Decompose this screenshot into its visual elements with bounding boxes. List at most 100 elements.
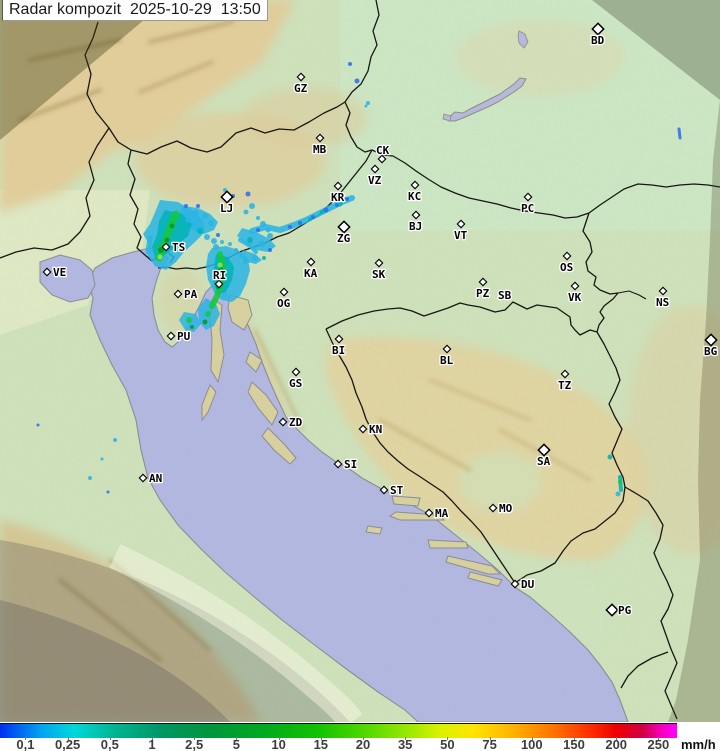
city-marker-PC xyxy=(523,192,533,202)
radar-echo xyxy=(211,238,217,244)
radar-echo xyxy=(262,256,266,260)
city-marker-TZ xyxy=(560,369,570,379)
legend-tickmark xyxy=(25,737,27,740)
city-marker-ZD xyxy=(278,417,288,427)
terrain-texture xyxy=(0,0,720,722)
radar-echo xyxy=(256,216,260,220)
radar-echo xyxy=(677,127,682,140)
city-marker-MB xyxy=(315,133,325,143)
city-marker-BD xyxy=(591,22,605,36)
legend-tickmark xyxy=(152,737,153,740)
city-label-VK: VK xyxy=(568,291,582,304)
radar-echo xyxy=(366,101,370,105)
radar-echo xyxy=(113,438,117,442)
radar-map-canvas: LJ ZG BD BG SA PG VE TS RI PA PU AN GZ MB CK VZ KC PC BJ VT… xyxy=(0,0,720,722)
radar-echo xyxy=(220,240,224,244)
city-label-OS: OS xyxy=(560,261,573,274)
radar-echo-layer xyxy=(36,62,682,497)
city-label-LJ: LJ xyxy=(220,202,233,215)
city-label-MB: MB xyxy=(313,143,327,156)
legend-tickmark xyxy=(363,737,364,740)
radar-echo xyxy=(288,225,292,229)
city-marker-BJ xyxy=(411,210,421,220)
radar-echo xyxy=(196,204,200,208)
radar-echo xyxy=(164,237,170,243)
legend-tickmark xyxy=(531,737,533,740)
radar-echo xyxy=(243,209,249,215)
city-marker-VZ xyxy=(370,164,380,174)
city-marker-SA xyxy=(537,443,551,457)
city-label-BJ: BJ xyxy=(409,220,422,233)
radar-echo xyxy=(193,210,199,216)
legend-tickmark xyxy=(109,737,111,740)
legend-unit-label: mm/h xyxy=(681,737,716,751)
radar-echo xyxy=(238,238,258,254)
city-label-NS: NS xyxy=(656,296,669,309)
city-label-ZG: ZG xyxy=(337,232,351,245)
radar-echo xyxy=(252,255,258,261)
city-label-OG: OG xyxy=(277,297,291,310)
city-marker-MO xyxy=(488,503,498,513)
radar-echo xyxy=(217,262,223,268)
radar-echo xyxy=(311,215,315,219)
radar-echo xyxy=(216,233,220,237)
legend-tick-label: 0,5 xyxy=(100,737,119,751)
legend-tickmark xyxy=(658,737,660,740)
page-title: Radar kompozit 2025-10-29 13:50 xyxy=(9,1,261,18)
city-label-ZD: ZD xyxy=(289,416,303,429)
radar-echo xyxy=(260,221,266,227)
city-label-PA: PA xyxy=(184,288,198,301)
city-marker-TS xyxy=(161,242,171,252)
legend-tick-label: 5 xyxy=(232,737,241,751)
city-marker-PZ xyxy=(478,277,488,287)
radar-echo xyxy=(268,248,272,252)
legend-tick-label: 2,5 xyxy=(185,737,204,751)
radar-echo xyxy=(618,480,622,484)
radar-echo xyxy=(213,244,219,250)
radar-echo xyxy=(186,317,192,323)
legend-tickmark xyxy=(574,737,575,740)
legend-tick-label: 75 xyxy=(482,737,497,751)
radar-echo xyxy=(243,260,247,264)
city-label-TZ: TZ xyxy=(558,379,572,392)
legend-tickmark xyxy=(489,737,491,740)
radar-echo xyxy=(197,228,203,234)
legend-tickmark xyxy=(236,737,238,740)
city-marker-SI xyxy=(333,459,343,469)
radar-echo xyxy=(256,228,260,232)
legend-tick-label: 0,1 xyxy=(16,737,35,751)
radar-echo xyxy=(106,490,110,494)
legend-tick-label: 200 xyxy=(605,737,628,751)
legend-tick-label: 250 xyxy=(647,737,670,751)
legend-tickmark xyxy=(278,737,280,740)
city-marker-PU xyxy=(166,331,176,341)
radar-echo xyxy=(184,204,188,208)
radar-echo xyxy=(237,228,276,252)
legend-tick-label: 50 xyxy=(440,737,455,751)
legend-tick-label: 20 xyxy=(355,737,371,751)
city-label-RI: RI xyxy=(213,269,226,282)
legend-tickmark xyxy=(616,737,618,740)
radar-echo xyxy=(145,235,153,255)
legend-tickmark xyxy=(194,737,196,740)
radar-echo xyxy=(179,206,218,234)
radar-echo xyxy=(615,491,621,497)
city-marker-GS xyxy=(291,367,301,377)
title-bar: Radar kompozit 2025-10-29 13:50 xyxy=(2,0,268,21)
city-marker-PA xyxy=(173,289,183,299)
city-marker-PG xyxy=(605,603,619,617)
legend-tick-label: 100 xyxy=(520,737,543,751)
radar-echo xyxy=(607,454,613,460)
radar-echo xyxy=(190,325,194,329)
radar-echo xyxy=(185,217,191,223)
radar-echo xyxy=(158,247,164,253)
radar-echo xyxy=(320,210,324,214)
radar-echo xyxy=(36,423,40,427)
city-marker-NS xyxy=(658,286,668,296)
city-marker-RI xyxy=(214,279,224,289)
city-label-VE: VE xyxy=(53,266,66,279)
city-marker-ST xyxy=(379,485,389,495)
radar-echo xyxy=(265,227,271,233)
city-label-SK: SK xyxy=(372,268,386,281)
